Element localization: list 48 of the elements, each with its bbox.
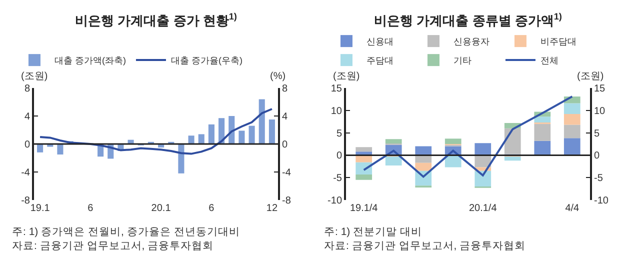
y2-tick-label: 4 xyxy=(282,112,288,122)
text: 자료: 금융기관 업무보고서, 금융투자협회 xyxy=(324,240,526,252)
y-tick-label: 0 xyxy=(336,150,342,162)
x-tick-label: 20.1 xyxy=(151,203,172,214)
chart-title: 비은행 가계대출 증가 현황$^{1)}$ xyxy=(75,11,237,28)
y2-tick-label: -5 xyxy=(594,173,604,184)
legend-label: 대출 증가액(좌축) xyxy=(54,56,126,66)
legend-label: 신용융자 xyxy=(453,36,490,47)
y-tick-label: -10 xyxy=(328,196,342,206)
x-tick-label: 20.1/4 xyxy=(468,203,498,214)
legend-label: 비주담대 xyxy=(540,36,576,47)
y-tick-label: 8 xyxy=(24,84,30,94)
y-tick-label: -5 xyxy=(333,173,342,184)
y-tick-label: 15 xyxy=(330,84,342,94)
y2-tick-label: -8 xyxy=(282,196,292,206)
y2-tick-label: -4 xyxy=(282,168,292,178)
text: 자료: 금융기관 업무보고서, 금융투자협회 xyxy=(12,240,214,252)
text: 주: 1) 증가액은 전월비, 증가율은 전년동기대비 xyxy=(12,226,240,238)
legend-label: 기타 xyxy=(453,56,472,66)
text: 주: 1) 전분기말 대비 xyxy=(324,226,422,238)
legend-label: 주담대 xyxy=(366,56,394,66)
x-tick-label: 4/4 xyxy=(565,203,580,214)
y-tick-label: -8 xyxy=(21,196,30,206)
y2-tick-label: 5 xyxy=(594,128,600,140)
y-tick-label: 0 xyxy=(24,140,30,150)
y2-axis-title: (%) xyxy=(270,71,286,82)
y-tick-label: 10 xyxy=(330,106,342,117)
y-tick-label: 4 xyxy=(24,112,30,122)
y2-tick-label: 10 xyxy=(594,106,606,117)
y2-tick-label: 8 xyxy=(282,84,288,94)
x-tick-label: 12 xyxy=(266,203,278,214)
x-tick-label: 6 xyxy=(88,203,94,214)
y2-tick-label: -10 xyxy=(594,196,609,206)
x-tick-label: 19.1 xyxy=(30,203,50,214)
y2-axis-title: (조원) xyxy=(577,71,604,82)
x-tick-label: 19.1/4 xyxy=(350,203,378,214)
y2-tick-label: 15 xyxy=(594,84,606,94)
y2-tick-label: 0 xyxy=(594,150,600,162)
y-tick-label: -4 xyxy=(21,168,30,178)
legend-label: 전체 xyxy=(540,56,558,66)
y2-tick-label: 0 xyxy=(282,140,288,150)
chart-title: 비은행 가계대출 종류별 증가액$^{1)}$ xyxy=(374,11,562,28)
legend-label: 신용대 xyxy=(366,36,394,47)
x-tick-label: 6 xyxy=(208,203,215,214)
y-axis-title: (조원) xyxy=(333,71,360,82)
y-tick-label: 5 xyxy=(336,128,342,140)
legend-label: 대출 증가율(우축) xyxy=(170,56,242,66)
y-axis-title: (조원) xyxy=(21,71,48,82)
